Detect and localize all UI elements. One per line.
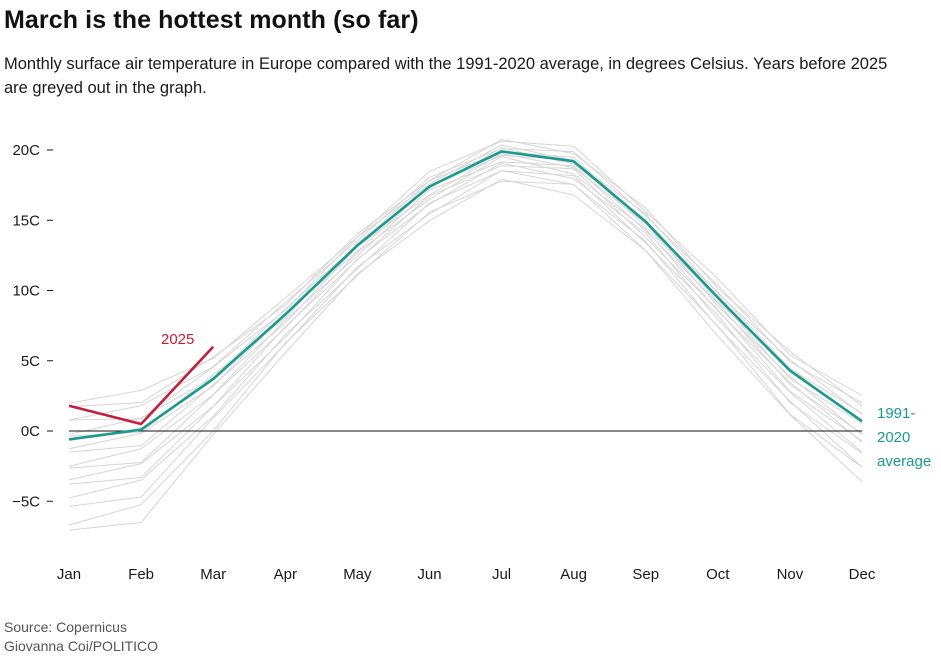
history-line xyxy=(68,140,863,404)
x-tick-label: Dec xyxy=(849,566,876,583)
history-line xyxy=(68,178,863,531)
x-tick-label: Mar xyxy=(200,566,226,583)
history-line xyxy=(68,138,863,408)
history-line xyxy=(68,144,863,421)
x-tick-label: Jan xyxy=(57,566,81,583)
line-2025 xyxy=(68,345,215,426)
history-line xyxy=(68,180,863,526)
label-average-line: average xyxy=(877,453,931,470)
x-tick-label: Sep xyxy=(632,566,659,583)
x-tick-label: Jul xyxy=(492,566,511,583)
series-labels: 2025 1991- 2020 average xyxy=(161,331,931,470)
y-tick-label: 10C xyxy=(12,283,40,300)
y-tick-label: −5C xyxy=(12,493,40,510)
history-line xyxy=(68,156,863,469)
chart-title: March is the hottest month (so far) xyxy=(4,6,419,34)
y-axis: −5C 0C 5C 10C 15C 20C xyxy=(12,142,862,510)
history-line xyxy=(68,148,863,421)
history-line xyxy=(68,151,863,435)
x-axis: Jan Feb Mar Apr May Jun Jul Aug Sep Oct Nov Dec xyxy=(57,566,876,583)
x-tick-label: Aug xyxy=(560,566,587,583)
history-line xyxy=(68,162,863,485)
history-line xyxy=(68,170,863,499)
series-lines xyxy=(68,150,863,441)
x-tick-label: Nov xyxy=(777,566,804,583)
chart-subtitle: Monthly surface air temperature in Europ… xyxy=(4,55,888,97)
y-tick-label: 15C xyxy=(12,212,40,229)
label-average-line: 1991- xyxy=(877,405,915,422)
label-2025: 2025 xyxy=(161,331,194,348)
credit-note: Giovanna Coi/POLITICO xyxy=(4,638,159,654)
source-note: Source: Copernicus xyxy=(4,619,127,635)
x-tick-label: Jun xyxy=(417,566,441,583)
x-tick-label: May xyxy=(343,566,372,583)
x-tick-label: Oct xyxy=(706,566,730,583)
history-line xyxy=(68,153,863,453)
history-line xyxy=(68,161,863,467)
history-line xyxy=(68,147,863,437)
y-tick-label: 0C xyxy=(21,423,40,440)
y-tick-label: 20C xyxy=(12,142,40,159)
x-tick-label: Feb xyxy=(128,566,154,583)
y-tick-label: 5C xyxy=(21,353,40,370)
label-average-line: 2020 xyxy=(877,429,910,446)
history-lines xyxy=(68,138,863,531)
average-line xyxy=(68,150,863,441)
x-tick-label: Apr xyxy=(274,566,297,583)
